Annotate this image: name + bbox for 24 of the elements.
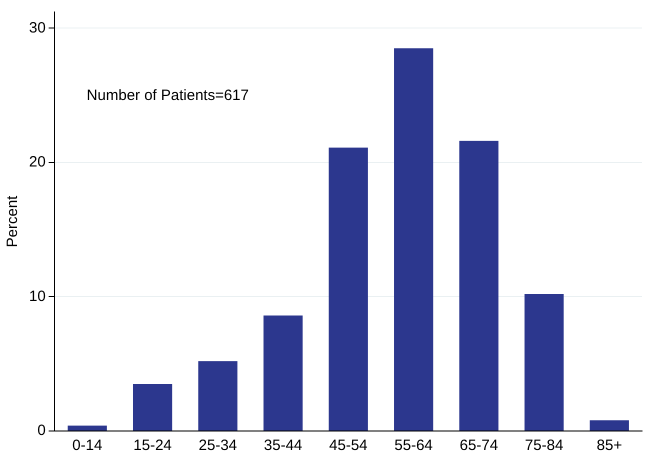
bar	[132, 384, 172, 430]
x-tick-label: 15-24	[133, 437, 172, 454]
x-tick-label: 65-74	[460, 437, 498, 454]
x-tick-label: 55-64	[394, 437, 433, 454]
bar	[524, 294, 564, 430]
bar	[459, 140, 498, 430]
bar	[198, 361, 238, 430]
y-tick-label: 30	[28, 19, 46, 36]
x-tick-label: 75-84	[524, 437, 564, 454]
y-axis-title: Percent	[4, 194, 22, 248]
x-tick-label: 0-14	[72, 437, 102, 454]
y-tick-label: 20	[28, 154, 46, 171]
bar	[590, 420, 629, 430]
x-tick-label: 35-44	[264, 437, 302, 454]
x-tick-label: 85+	[596, 437, 622, 454]
y-tick-label: 0	[37, 422, 46, 440]
bar	[328, 148, 368, 430]
annotation: Number of Patients=617	[86, 87, 249, 104]
bar	[394, 48, 434, 430]
bar	[68, 426, 107, 430]
bar	[264, 316, 303, 430]
y-tick-label: 10	[28, 288, 46, 305]
x-tick-label: 45-54	[329, 437, 368, 454]
x-tick-label: 25-34	[198, 437, 238, 454]
